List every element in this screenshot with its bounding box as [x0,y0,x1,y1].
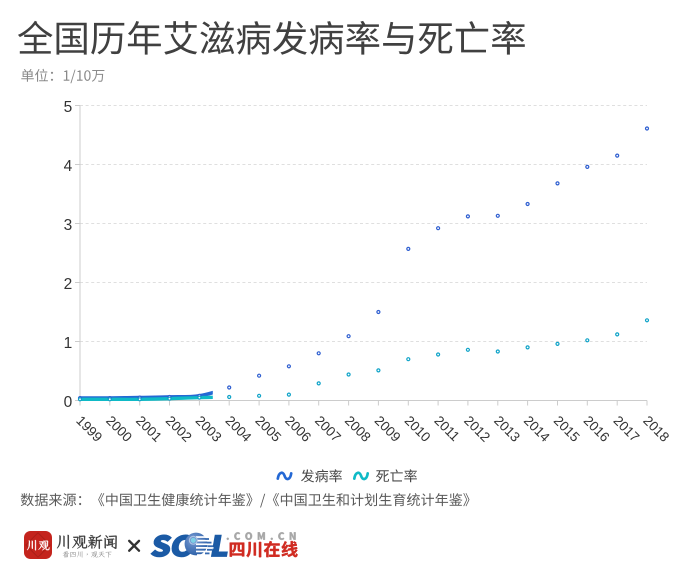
svg-text:3: 3 [64,217,73,234]
svg-text:5: 5 [64,99,73,116]
svg-text:4: 4 [64,158,73,175]
svg-text:0: 0 [64,394,73,411]
svg-text:1: 1 [64,335,73,352]
svg-text:2: 2 [64,276,73,293]
